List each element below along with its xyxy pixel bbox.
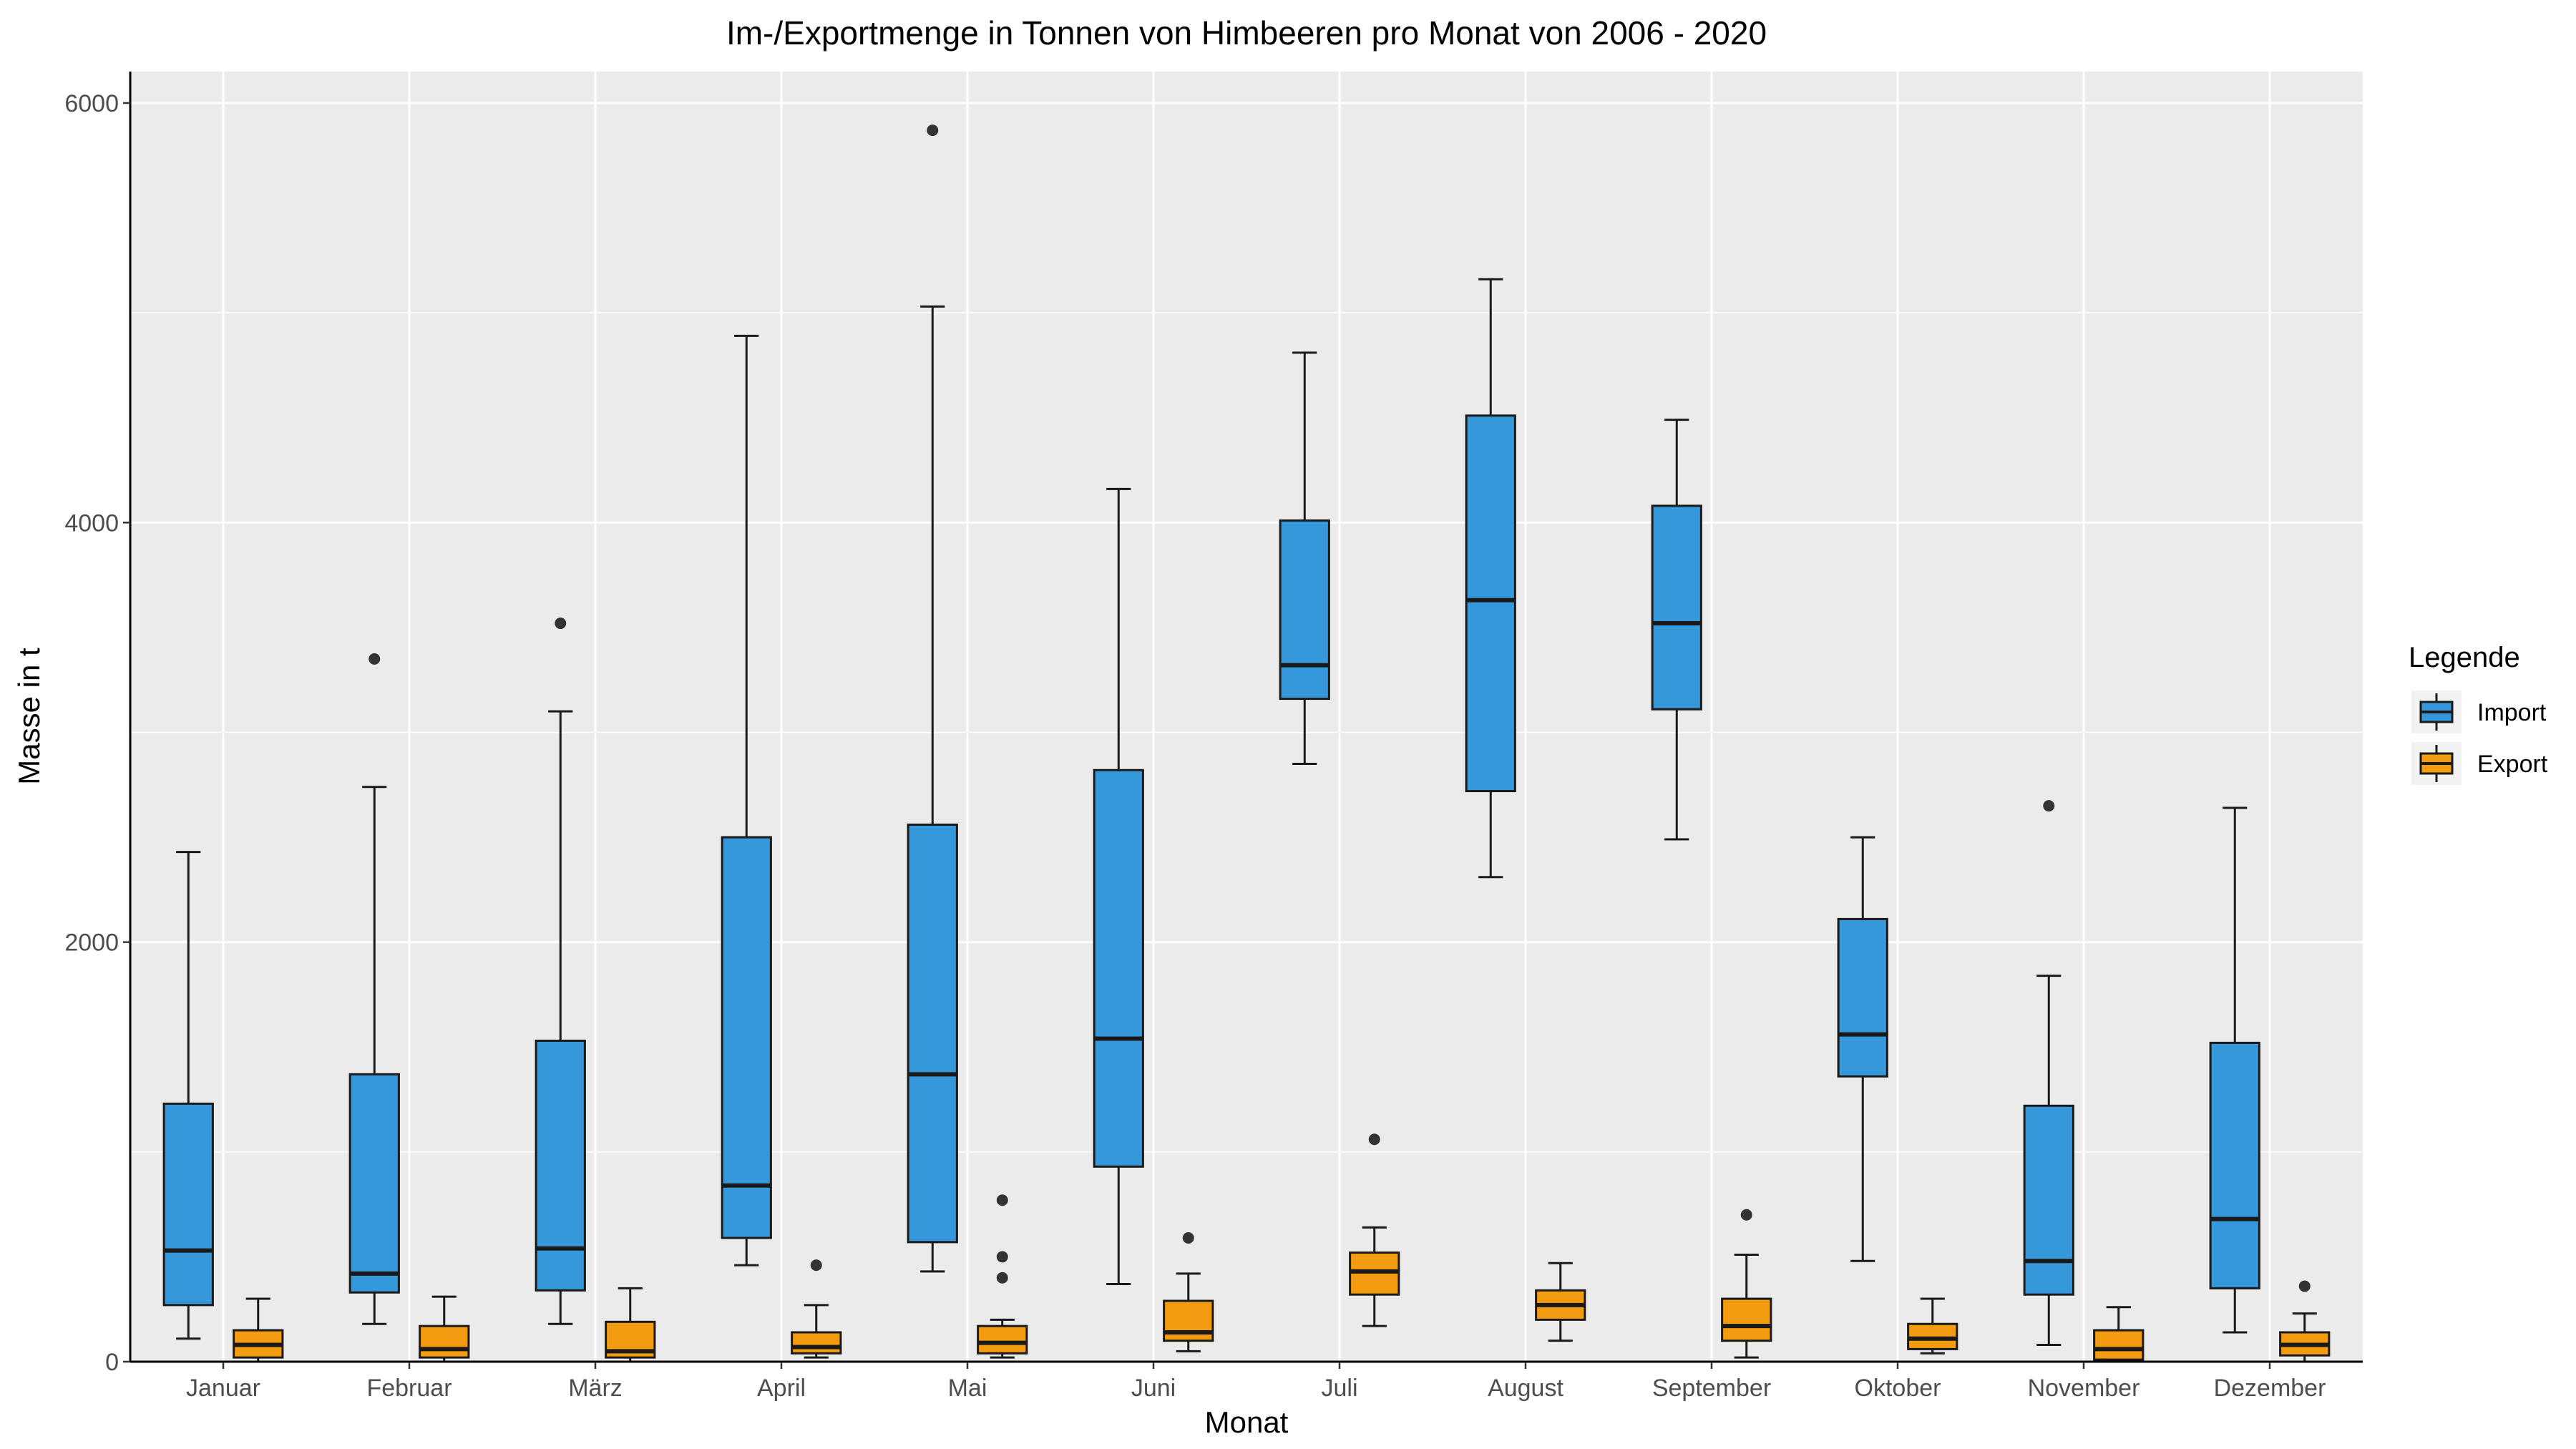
outlier-point — [996, 1194, 1008, 1206]
y-axis-ticks: 0 2000 4000 6000 — [64, 90, 130, 1376]
x-axis-title: Monat — [1205, 1405, 1289, 1439]
x-axis-ticks: Januar Februar März April Mai Juni Juli August S… — [186, 1362, 2326, 1402]
box-export — [1907, 1297, 1958, 1355]
x-tick-label: März — [568, 1375, 623, 1402]
box-export — [1163, 1232, 1214, 1352]
y-axis-title: Masse in t — [12, 648, 46, 785]
outlier-point — [1182, 1232, 1194, 1244]
x-tick-label: Januar — [186, 1375, 260, 1402]
box-body — [1163, 1299, 1214, 1342]
y-tick-label: 6000 — [64, 90, 119, 117]
legend-item-export: Export — [2411, 742, 2548, 785]
box-body — [1465, 414, 1516, 793]
box-import — [2209, 806, 2260, 1334]
box-body — [721, 836, 772, 1239]
box-export — [977, 1194, 1028, 1359]
box-export — [233, 1297, 284, 1363]
box-export — [2093, 1306, 2145, 1363]
legend-label: Export — [2477, 751, 2548, 778]
outlier-point — [555, 618, 567, 630]
box-export — [1535, 1262, 1586, 1342]
box-body — [419, 1324, 470, 1359]
x-tick-label: Februar — [366, 1375, 452, 1402]
box-body — [1837, 917, 1888, 1078]
x-tick-label: Dezember — [2214, 1375, 2326, 1402]
box-body — [2093, 1329, 2145, 1361]
legend-title: Legende — [2409, 642, 2520, 673]
box-import — [535, 618, 586, 1325]
box-import — [348, 653, 400, 1325]
box-import — [721, 334, 772, 1267]
outlier-point — [996, 1251, 1008, 1263]
x-tick-label: April — [757, 1375, 806, 1402]
y-tick-label: 0 — [105, 1349, 119, 1376]
box-body — [1721, 1297, 1772, 1342]
box-body — [2023, 1104, 2074, 1296]
box-import — [1465, 278, 1516, 879]
outlier-point — [2298, 1280, 2311, 1292]
box-import — [162, 851, 214, 1340]
box-export — [1349, 1133, 1400, 1327]
box-body — [2209, 1041, 2260, 1289]
box-body — [1093, 769, 1144, 1168]
grid-lines — [130, 72, 2363, 1363]
box-import — [2023, 800, 2074, 1347]
box-import — [1279, 351, 1330, 765]
box-body — [977, 1324, 1028, 1355]
x-tick-label: September — [1652, 1375, 1771, 1402]
box-body — [791, 1331, 842, 1355]
y-tick-label: 4000 — [64, 509, 119, 537]
outlier-point — [1740, 1209, 1752, 1221]
box-export — [791, 1259, 842, 1359]
box-export — [419, 1295, 470, 1363]
x-tick-label: November — [2028, 1375, 2140, 1402]
y-tick-label: 2000 — [64, 930, 119, 957]
box-export — [2279, 1280, 2331, 1363]
legend-label: Import — [2477, 699, 2547, 726]
box-import — [1837, 836, 1888, 1262]
box-group — [162, 125, 2331, 1363]
box-import — [907, 125, 958, 1273]
box-body — [907, 823, 958, 1244]
box-body — [1279, 519, 1330, 701]
outlier-point — [927, 125, 939, 137]
box-body — [348, 1073, 400, 1294]
x-tick-label: Oktober — [1855, 1375, 1941, 1402]
box-body — [535, 1039, 586, 1292]
outlier-point — [996, 1272, 1008, 1284]
x-tick-label: August — [1488, 1375, 1563, 1402]
box-export — [1721, 1209, 1772, 1359]
plot-panel — [130, 72, 2363, 1362]
box-body — [1651, 504, 1702, 711]
x-tick-label: Mai — [948, 1375, 987, 1402]
outlier-point — [1368, 1133, 1380, 1146]
box-body — [162, 1102, 214, 1307]
box-import — [1651, 419, 1702, 841]
chart-title: Im-/Exportmenge in Tonnen von Himbeeren … — [726, 14, 1767, 52]
outlier-point — [2043, 800, 2055, 812]
legend-item-import: Import — [2411, 691, 2547, 733]
legend: Legende Import Export — [2409, 642, 2548, 785]
outlier-point — [369, 653, 381, 665]
x-tick-label: Juni — [1131, 1375, 1176, 1402]
outlier-point — [810, 1259, 822, 1272]
x-tick-label: Juli — [1321, 1375, 1357, 1402]
box-import — [1093, 487, 1144, 1286]
